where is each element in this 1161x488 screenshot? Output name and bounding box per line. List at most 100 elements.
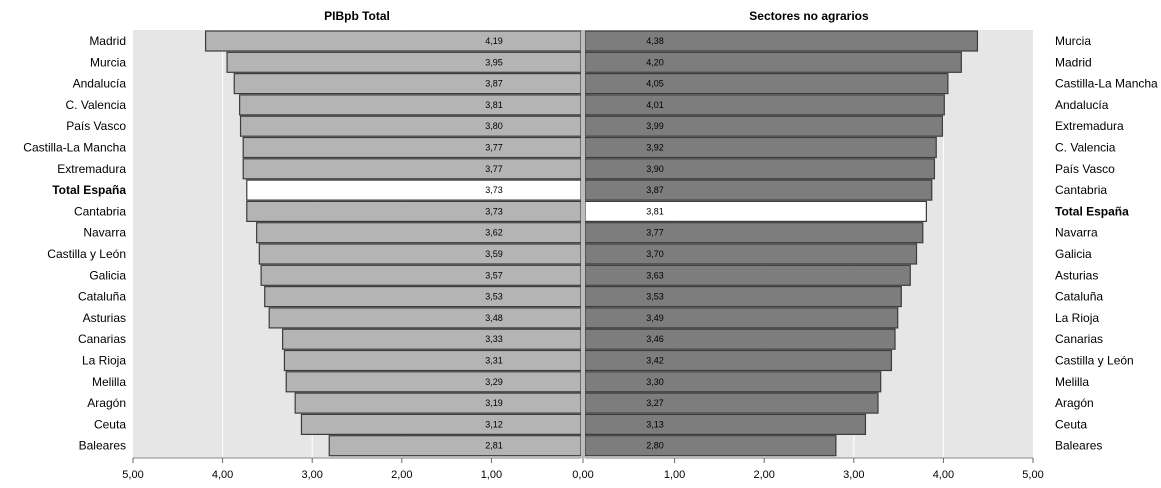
category-label: Ceuta bbox=[1055, 417, 1087, 431]
category-label: C. Valencia bbox=[66, 98, 127, 112]
category-label: Ceuta bbox=[94, 417, 126, 431]
category-label: Total España bbox=[52, 183, 126, 197]
data-label: 3,12 bbox=[485, 419, 503, 429]
data-label: 3,53 bbox=[485, 292, 503, 302]
left-bar bbox=[268, 307, 582, 329]
category-label: Cantabria bbox=[1055, 183, 1107, 197]
right-bar bbox=[584, 286, 902, 308]
left-bar bbox=[328, 435, 582, 457]
category-label: Castilla-La Mancha bbox=[23, 141, 126, 155]
category-label: Extremadura bbox=[1055, 119, 1124, 133]
category-label: Castilla y León bbox=[1055, 354, 1134, 368]
left-bar bbox=[260, 264, 582, 286]
category-label: Asturias bbox=[83, 311, 126, 325]
data-label: 3,46 bbox=[646, 334, 664, 344]
category-label: País Vasco bbox=[66, 119, 126, 133]
right-bar bbox=[584, 328, 896, 350]
right-bar bbox=[584, 136, 937, 159]
tick-label: 4,00 bbox=[933, 469, 954, 481]
category-label: Aragón bbox=[1055, 396, 1094, 410]
data-label: 3,77 bbox=[646, 228, 664, 238]
data-label: 3,13 bbox=[646, 419, 664, 429]
data-label: 3,80 bbox=[485, 121, 503, 131]
right-bar bbox=[584, 243, 918, 265]
left-bar bbox=[264, 286, 582, 308]
left-bar bbox=[242, 158, 582, 180]
data-label: 3,73 bbox=[485, 206, 503, 216]
category-label: Andalucía bbox=[73, 77, 127, 91]
left-bar bbox=[242, 136, 582, 159]
right-bar bbox=[584, 30, 979, 52]
data-label: 3,87 bbox=[646, 185, 664, 195]
category-label: La Rioja bbox=[1055, 311, 1099, 325]
tick-label: 0,00 bbox=[572, 469, 593, 481]
category-label: Canarias bbox=[1055, 332, 1103, 346]
left-bar bbox=[285, 371, 582, 393]
data-label: 3,99 bbox=[646, 121, 664, 131]
category-label: Cataluña bbox=[78, 290, 126, 304]
category-label: País Vasco bbox=[1055, 162, 1115, 176]
tick-label: 2,00 bbox=[753, 469, 774, 481]
tick-label: 2,00 bbox=[391, 469, 412, 481]
data-label: 4,05 bbox=[646, 79, 664, 89]
category-label: Galicia bbox=[89, 268, 126, 282]
left-bar bbox=[258, 243, 582, 265]
right-bar bbox=[584, 307, 899, 329]
right-bar bbox=[584, 264, 911, 286]
category-label: Galicia bbox=[1055, 247, 1092, 261]
data-label: 3,95 bbox=[485, 57, 503, 67]
left-panel-title: PIBpb Total bbox=[324, 9, 390, 23]
left-bar bbox=[282, 328, 582, 350]
data-label: 3,30 bbox=[646, 377, 664, 387]
data-label: 3,81 bbox=[646, 206, 664, 216]
category-label: Andalucía bbox=[1055, 98, 1109, 112]
category-label: Cataluña bbox=[1055, 290, 1103, 304]
data-label: 3,73 bbox=[485, 185, 503, 195]
category-label: Total España bbox=[1055, 204, 1129, 218]
data-label: 3,77 bbox=[485, 143, 503, 153]
right-panel-title: Sectores no agrarios bbox=[749, 9, 869, 23]
tick-label: 3,00 bbox=[301, 469, 322, 481]
category-label: Navarra bbox=[83, 226, 126, 240]
category-label: Melilla bbox=[1055, 375, 1089, 389]
tick-label: 1,00 bbox=[481, 469, 502, 481]
data-label: 4,38 bbox=[646, 36, 664, 46]
tick-label: 1,00 bbox=[664, 469, 685, 481]
data-label: 4,19 bbox=[485, 36, 503, 46]
category-label: Castilla-La Mancha bbox=[1055, 77, 1158, 91]
data-label: 4,01 bbox=[646, 100, 664, 110]
category-label: Murcia bbox=[90, 55, 126, 69]
left-bar bbox=[226, 51, 582, 73]
data-label: 3,19 bbox=[485, 398, 503, 408]
data-label: 3,77 bbox=[485, 164, 503, 174]
left-bar bbox=[246, 200, 582, 222]
category-label: C. Valencia bbox=[1055, 141, 1116, 155]
data-label: 3,31 bbox=[485, 356, 503, 366]
tick-label: 4,00 bbox=[212, 469, 233, 481]
data-label: 3,81 bbox=[485, 100, 503, 110]
data-label: 3,62 bbox=[485, 228, 503, 238]
right-bar bbox=[584, 435, 837, 457]
tick-label: 5,00 bbox=[122, 469, 143, 481]
data-label: 3,90 bbox=[646, 164, 664, 174]
data-label: 3,92 bbox=[646, 143, 664, 153]
category-label: La Rioja bbox=[82, 354, 126, 368]
category-label: Madrid bbox=[1055, 55, 1092, 69]
category-label: Extremadura bbox=[57, 162, 126, 176]
category-label: Baleares bbox=[1055, 439, 1102, 453]
category-label: Navarra bbox=[1055, 226, 1098, 240]
tick-label: 3,00 bbox=[843, 469, 864, 481]
right-bar bbox=[584, 179, 933, 201]
data-label: 3,53 bbox=[646, 292, 664, 302]
right-bar bbox=[584, 371, 882, 393]
category-label: Aragón bbox=[87, 396, 126, 410]
left-bar bbox=[239, 115, 582, 137]
x-axis: 5,00 4,00 3,00 2,00 1,00 0,00 1,00 2,00 3,00 4,00… bbox=[122, 457, 1044, 481]
category-label: Madrid bbox=[89, 34, 126, 48]
data-label: 3,59 bbox=[485, 249, 503, 259]
category-label: Castilla y León bbox=[47, 247, 126, 261]
data-label: 3,63 bbox=[646, 270, 664, 280]
right-bar bbox=[584, 51, 962, 73]
data-label: 3,27 bbox=[646, 398, 664, 408]
right-bar bbox=[584, 200, 927, 222]
